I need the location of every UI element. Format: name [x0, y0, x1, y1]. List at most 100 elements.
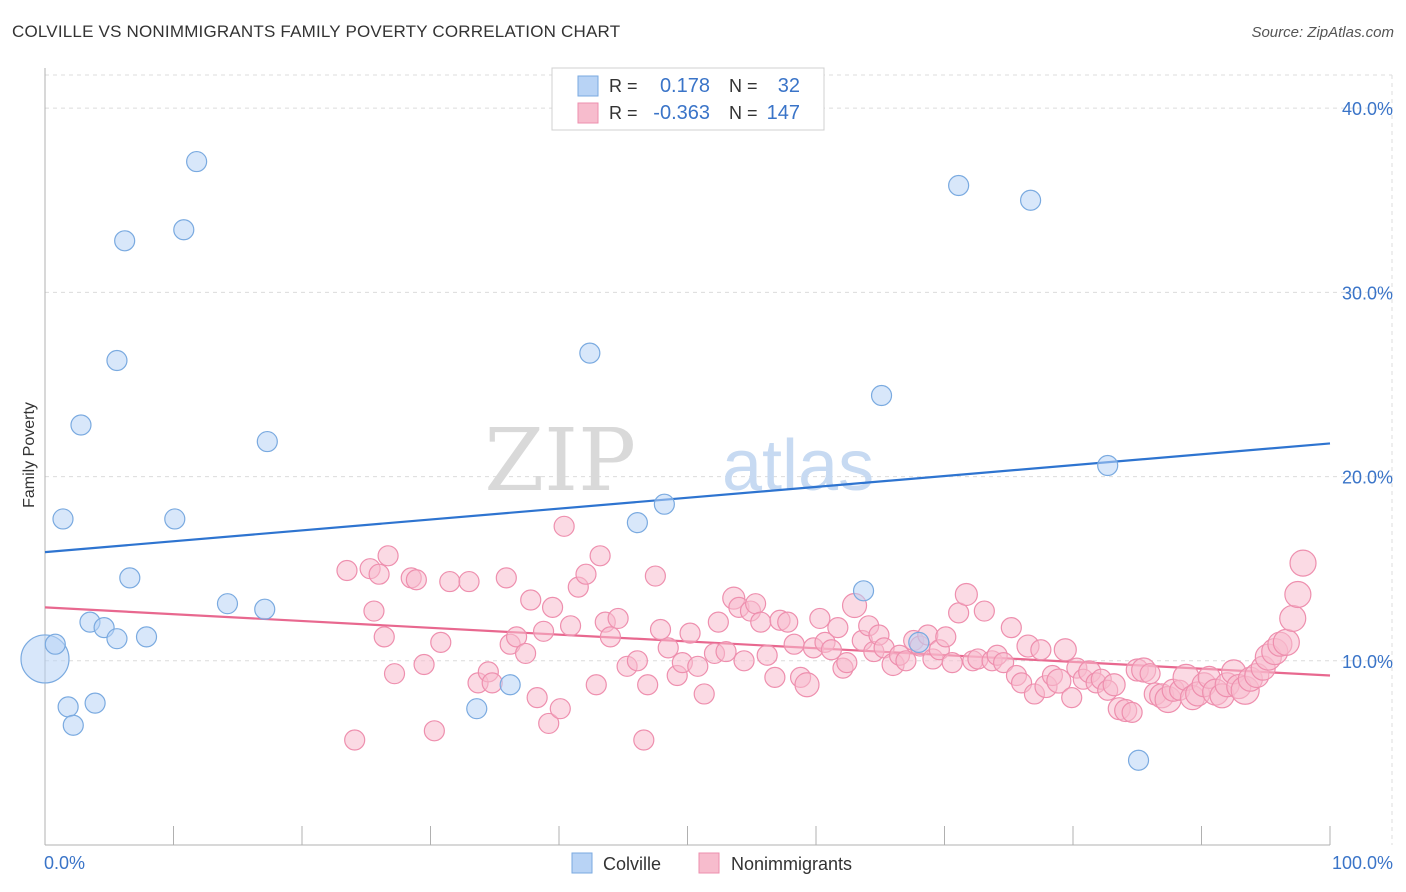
nonimmigrants-point: [679, 622, 701, 644]
nonimmigrants-point: [1053, 638, 1077, 662]
nonimmigrants-point: [368, 563, 390, 585]
bottom-legend-swatch-colville: [571, 852, 593, 874]
y-tick-label-10: 10.0%: [1342, 652, 1393, 672]
colville-point: [44, 633, 66, 655]
nonimmigrants-point: [750, 611, 772, 633]
nonimmigrants-point: [413, 653, 435, 676]
watermark-zip: ZIP: [484, 411, 636, 511]
series-legend: Colville Nonimmigrants: [571, 852, 852, 874]
nonimmigrants-point: [973, 600, 995, 622]
nonimmigrants-point: [626, 650, 648, 672]
legend-n-label-2: N =: [729, 103, 758, 123]
nonimmigrants-point: [585, 674, 607, 696]
colville-point: [653, 493, 675, 515]
colville-point: [256, 430, 278, 453]
nonimmigrants-point: [377, 545, 399, 567]
nonimmigrants-point: [954, 582, 978, 607]
colville-point: [1019, 189, 1042, 211]
colville-point: [579, 342, 601, 364]
nonimmigrants-point: [1279, 604, 1307, 633]
colville-trend-line: [44, 442, 1331, 554]
nonimmigrants-point: [495, 567, 517, 589]
colville-point: [216, 593, 239, 615]
colville-point: [62, 714, 84, 736]
nonimmigrants-point: [644, 565, 666, 587]
nonimmigrants-point: [505, 626, 528, 648]
bottom-legend-swatch-nonimmigrants: [698, 852, 720, 874]
watermark: ZIP atlas: [484, 411, 874, 511]
nonimmigrants-point: [1046, 668, 1072, 694]
nonimmigrants-point: [575, 563, 597, 585]
nonimmigrants-point: [1030, 639, 1052, 661]
legend-n-value-1: 32: [778, 75, 800, 97]
nonimmigrants-point: [693, 683, 715, 705]
nonimmigrants-point: [336, 559, 358, 582]
nonimmigrants-point: [599, 626, 622, 648]
nonimmigrants-point: [538, 712, 560, 735]
nonimmigrants-point: [439, 570, 461, 593]
nonimmigrants-point: [1284, 580, 1312, 609]
nonimmigrants-point: [715, 640, 737, 663]
nonimmigrants-point: [809, 607, 831, 630]
nonimmigrants-point: [1121, 701, 1143, 723]
colville-point: [1097, 454, 1119, 477]
colville-point: [173, 219, 195, 241]
colville-point: [70, 414, 92, 436]
nonimmigrants-point: [553, 515, 575, 537]
nonimmigrants-point: [458, 570, 480, 593]
legend-r-value-1: 0.178: [660, 75, 710, 97]
colville-point: [135, 626, 158, 648]
nonimmigrants-point: [363, 600, 385, 622]
legend-r-label-1: R =: [609, 76, 638, 96]
bottom-legend-label-colville: Colville: [603, 854, 661, 874]
legend-n-label-1: N =: [729, 76, 758, 96]
nonimmigrants-point: [657, 637, 679, 659]
legend-swatch-colville: [577, 75, 599, 97]
colville-point: [114, 230, 136, 252]
nonimmigrants-point: [1102, 673, 1126, 697]
nonimmigrants-point: [514, 642, 537, 665]
nonimmigrants-point: [373, 626, 395, 648]
nonimmigrants-point: [1000, 617, 1022, 639]
colville-point: [948, 174, 970, 197]
nonimmigrants-point: [993, 652, 1015, 674]
legend-r-value-2: -0.363: [653, 102, 710, 124]
colville-point: [106, 349, 128, 372]
colville-point: [254, 598, 276, 620]
chart-title: COLVILLE VS NONIMMIGRANTS FAMILY POVERTY…: [12, 22, 621, 41]
colville-point: [626, 512, 648, 534]
nonimmigrants-point: [383, 663, 406, 685]
nonimmigrants-point: [777, 611, 799, 633]
nonimmigrants-point: [1139, 663, 1161, 685]
axes: [44, 68, 1331, 846]
x-tick-label-max: 100.0%: [1332, 853, 1393, 873]
nonimmigrants-point: [559, 615, 582, 637]
nonimmigrants-point: [794, 672, 820, 698]
nonimmigrants-point: [649, 618, 672, 641]
nonimmigrants-point: [745, 593, 767, 615]
nonimmigrants-point: [707, 611, 729, 633]
colville-point: [84, 692, 106, 714]
nonimmigrants-point: [895, 650, 917, 672]
nonimmigrants-point: [935, 626, 957, 648]
nonimmigrants-point: [827, 617, 849, 639]
legend-swatch-nonimmigrants: [577, 102, 599, 124]
nonimmigrants-point: [756, 644, 778, 666]
nonimmigrants-point: [1061, 687, 1083, 709]
colville-point: [466, 698, 488, 720]
nonimmigrants-point: [549, 698, 571, 720]
y-tick-label-40: 40.0%: [1342, 99, 1393, 119]
nonimmigrants-point: [541, 596, 564, 618]
nonimmigrants-point: [820, 639, 843, 661]
bottom-legend-label-nonimmigrants: Nonimmigrants: [731, 854, 852, 874]
nonimmigrants-point: [430, 631, 452, 653]
colville-point: [164, 508, 186, 530]
nonimmigrants-point: [733, 650, 755, 672]
tick-labels: 10.0% 20.0% 30.0% 40.0% 0.0% 100.0%: [44, 99, 1393, 873]
chart-source: Source: ZipAtlas.com: [1251, 24, 1394, 41]
nonimmigrants-point: [836, 652, 858, 674]
colville-point: [119, 567, 141, 589]
colville-point: [57, 696, 79, 718]
x-tick-label-min: 0.0%: [44, 853, 85, 873]
nonimmigrants-point: [526, 687, 548, 709]
